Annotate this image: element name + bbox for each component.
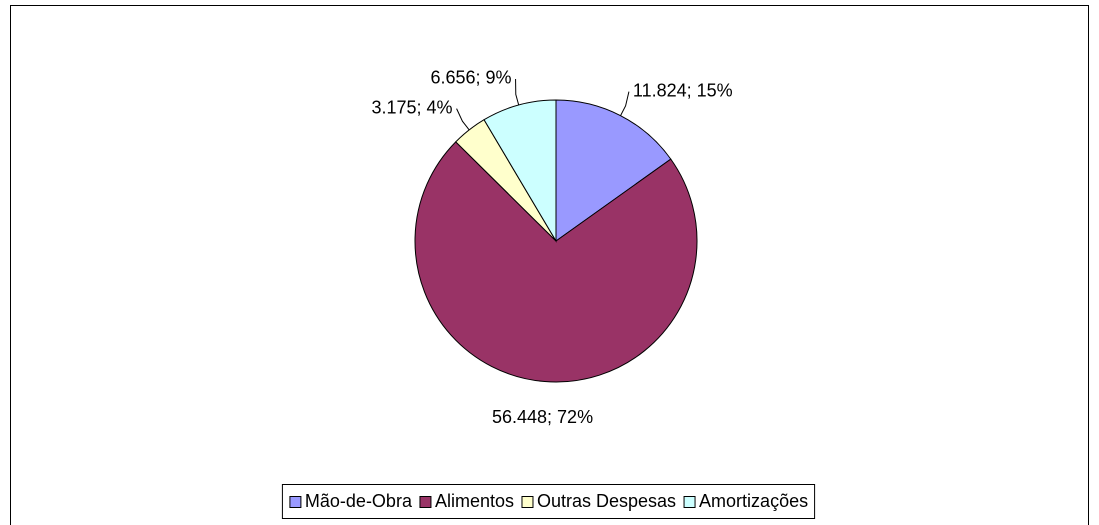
legend-swatch <box>683 496 696 508</box>
legend-swatch <box>419 496 432 508</box>
leader-line <box>456 108 470 131</box>
legend-label: Mão-de-Obra <box>305 491 413 511</box>
pie-slice <box>555 99 672 242</box>
data-label: 11.824; 15% <box>633 80 733 100</box>
data-label: 56.448; 72% <box>492 407 593 427</box>
legend-label: Alimentos <box>435 491 514 511</box>
pie-slice <box>414 141 698 383</box>
legend-swatch <box>289 496 302 508</box>
data-label: 6.656; 9% <box>430 68 511 88</box>
legend-swatch <box>521 496 534 508</box>
legend-box <box>281 484 816 519</box>
legend-label: Outras Despesas <box>537 491 676 511</box>
leader-line <box>515 78 520 106</box>
legend-label: Amortizações <box>699 491 808 511</box>
data-label: 3.175; 4% <box>372 97 453 117</box>
pie-slice <box>483 99 557 243</box>
leader-line <box>620 91 630 116</box>
